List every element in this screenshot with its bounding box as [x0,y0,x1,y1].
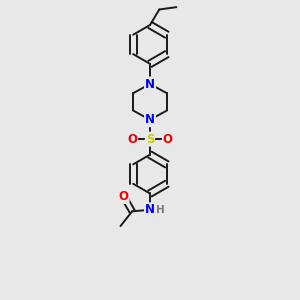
Text: H: H [156,205,164,215]
Text: N: N [145,77,155,91]
Text: O: O [118,190,129,203]
Text: S: S [146,133,154,146]
Text: N: N [145,113,155,126]
Text: O: O [163,133,173,146]
Text: N: N [145,203,155,216]
Text: O: O [127,133,137,146]
